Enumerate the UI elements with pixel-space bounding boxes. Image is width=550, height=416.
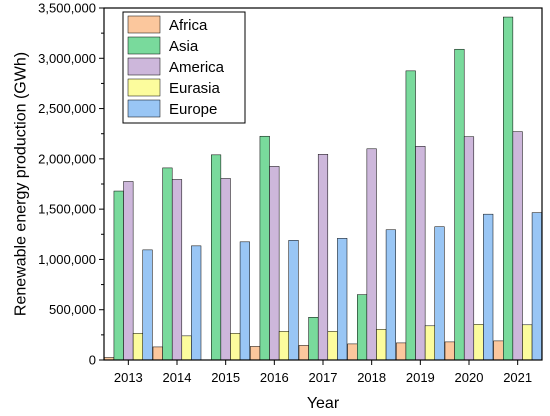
bar-asia-2016: [259, 135, 270, 361]
bar-africa-2018: [347, 343, 358, 361]
bar-america-2013: [123, 181, 134, 361]
legend-label-eurasia: Eurasia: [169, 80, 221, 97]
bar-eurasia-2019: [424, 325, 435, 361]
bar-eurasia-2015: [230, 333, 241, 361]
bar-asia-2017: [308, 317, 319, 361]
y-tick-label: 500,000: [49, 302, 96, 317]
bar-eurasia-2014: [181, 335, 192, 361]
x-tick-label: 2020: [455, 370, 484, 385]
x-tick-label: 2021: [503, 370, 532, 385]
legend-swatch-america: [127, 57, 161, 76]
bar-asia-2021: [503, 16, 514, 361]
x-tick-label: 2017: [309, 370, 338, 385]
bars-layer: [104, 16, 542, 361]
bar-eurasia-2018: [376, 329, 387, 361]
x-tick-label: 2015: [211, 370, 240, 385]
legend-label-asia: Asia: [169, 38, 199, 55]
bar-africa-2019: [396, 342, 407, 361]
bar-europe-2017: [337, 238, 348, 361]
x-tick-label: 2019: [406, 370, 435, 385]
bar-america-2019: [415, 146, 426, 361]
x-axis-title: Year: [307, 395, 340, 412]
y-axis: 0 500,000 1,000,000 1,500,000 2,000,000 2,500…: [38, 1, 104, 368]
bar-europe-2020: [483, 213, 494, 361]
bar-eurasia-2017: [327, 331, 338, 361]
bar-africa-2020: [444, 341, 455, 361]
bar-asia-2018: [357, 294, 368, 361]
bar-europe-2016: [288, 240, 299, 361]
bar-america-2017: [317, 154, 329, 361]
x-tick-label: 2014: [163, 370, 192, 385]
y-tick-label: 2,500,000: [38, 101, 96, 116]
y-tick-label: 0: [89, 353, 96, 368]
bar-eurasia-2020: [473, 324, 484, 361]
bar-america-2021: [512, 131, 523, 361]
bar-europe-2013: [142, 249, 153, 361]
legend-swatch-africa: [127, 15, 161, 34]
y-tick-label: 3,500,000: [38, 1, 96, 16]
bar-america-2018: [366, 148, 377, 361]
bar-asia-2015: [211, 154, 222, 361]
bar-eurasia-2013: [132, 333, 143, 361]
y-tick-label: 1,000,000: [38, 252, 96, 267]
y-tick-label: 2,000,000: [38, 151, 96, 166]
y-tick-label: 3,000,000: [38, 51, 96, 66]
bar-africa-2021: [493, 340, 504, 361]
bar-europe-2014: [191, 245, 202, 361]
bar-america-2014: [171, 179, 183, 361]
legend: Africa Asia America Eurasia Europe: [122, 11, 246, 124]
bar-africa-2017: [298, 345, 309, 361]
bar-europe-2019: [434, 226, 445, 361]
bar-america-2016: [269, 166, 280, 361]
bar-asia-2020: [454, 48, 465, 361]
legend-swatch-eurasia: [127, 78, 161, 97]
legend-label-africa: Africa: [169, 17, 208, 34]
bar-eurasia-2016: [278, 331, 289, 361]
bar-eurasia-2021: [522, 324, 533, 361]
bar-europe-2015: [239, 241, 250, 361]
legend-label-america: America: [169, 59, 225, 76]
legend-swatch-asia: [127, 36, 161, 55]
legend-swatch-europe: [127, 99, 161, 118]
x-tick-label: 2013: [114, 370, 143, 385]
bar-africa-2014: [152, 346, 163, 361]
y-axis-title: Renewable energy production (GWh): [13, 52, 30, 316]
bar-america-2015: [220, 178, 231, 361]
bar-asia-2014: [162, 167, 173, 361]
bar-europe-2021: [531, 212, 542, 361]
bar-africa-2016: [250, 346, 261, 361]
bar-america-2020: [463, 136, 475, 361]
x-tick-label: 2018: [357, 370, 386, 385]
x-axis: 2013 2014 2015 2016 2017 2018 2019 2020 2021: [114, 360, 532, 385]
bar-europe-2018: [385, 229, 396, 361]
x-tick-label: 2016: [260, 370, 289, 385]
y-tick-label: 1,500,000: [38, 202, 96, 217]
bar-asia-2013: [113, 190, 124, 361]
bar-asia-2019: [405, 70, 416, 361]
legend-label-europe: Europe: [169, 101, 217, 118]
